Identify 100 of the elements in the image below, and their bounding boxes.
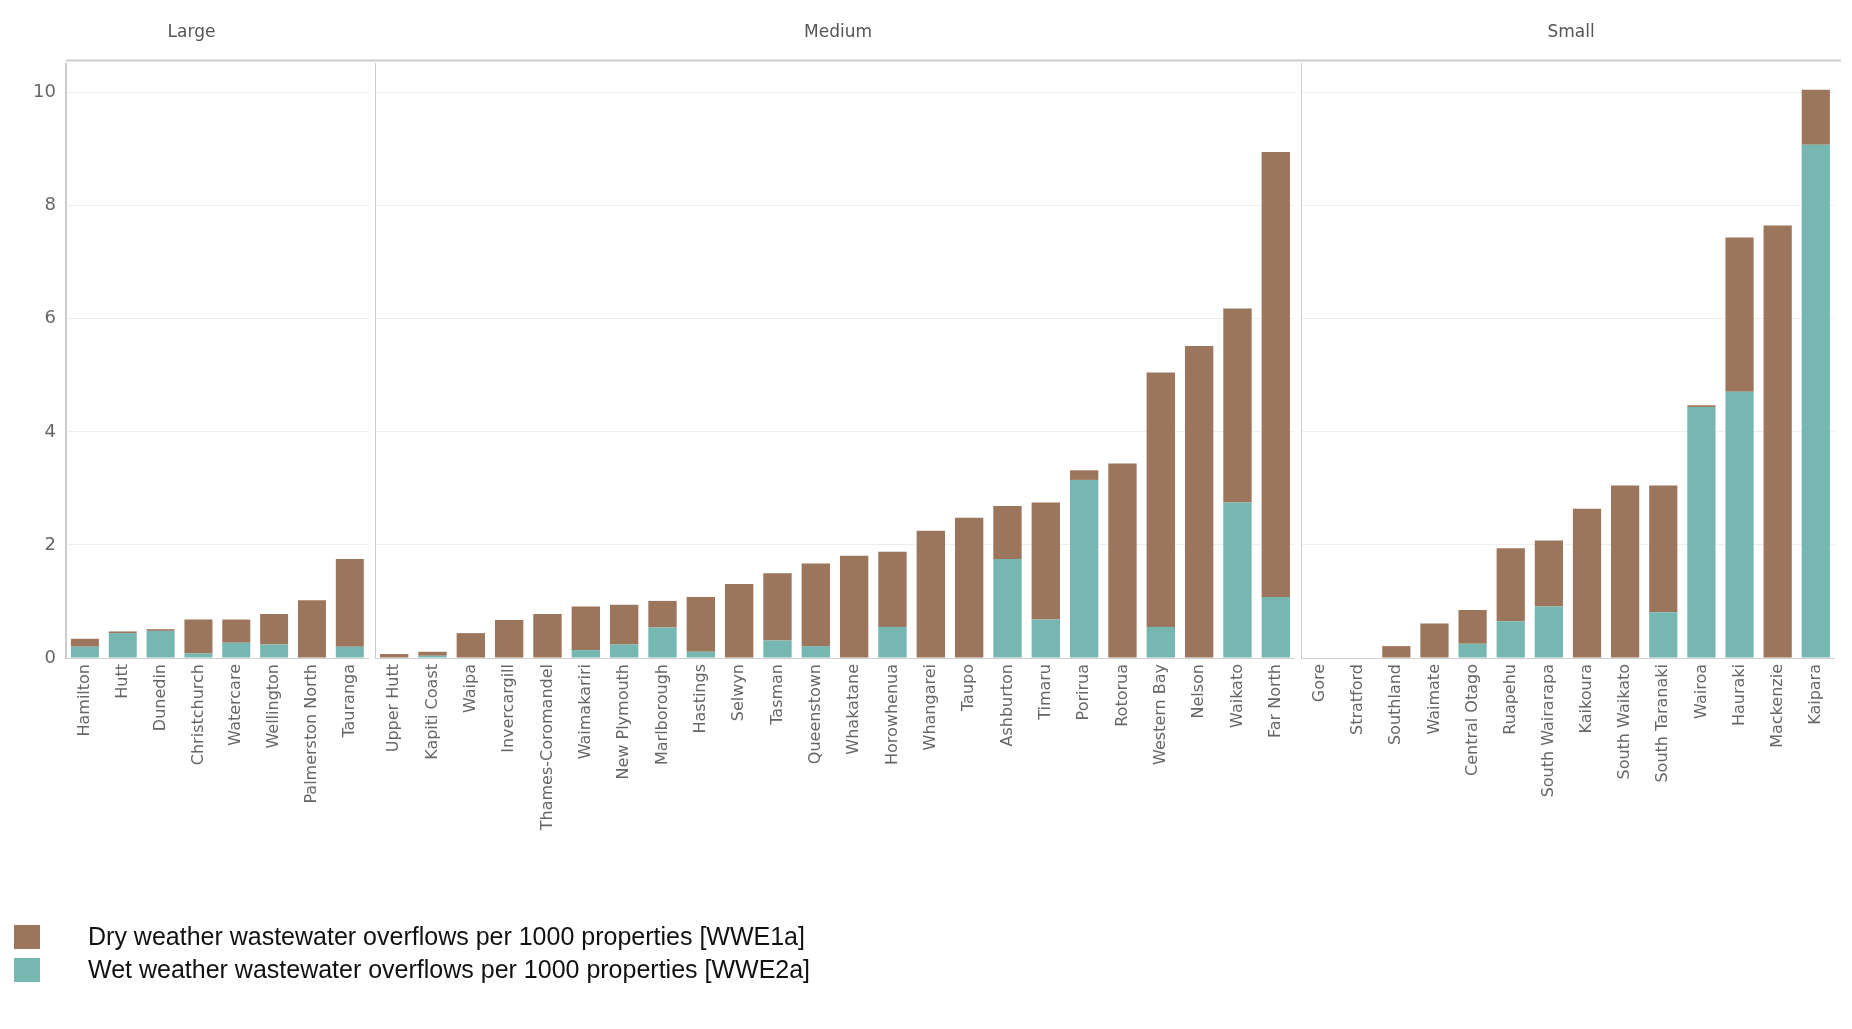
x-tick-label: Thames-Coromandel xyxy=(536,664,556,832)
x-tick-label: Whakatane xyxy=(843,664,863,755)
chart-title: Medium xyxy=(804,20,872,41)
bar xyxy=(1382,646,1411,658)
bar xyxy=(1649,485,1678,613)
x-tick-label: Stratford xyxy=(1347,664,1367,735)
x-tick-label: Christchurch xyxy=(187,664,207,766)
chart-title: Small xyxy=(1547,20,1595,41)
bar xyxy=(609,644,639,658)
bar xyxy=(1649,612,1678,658)
x-tick-label: South Taranaki xyxy=(1652,664,1672,783)
bar xyxy=(1458,643,1487,658)
bar xyxy=(686,651,715,658)
x-tick-label: Waimate xyxy=(1423,664,1443,735)
x-tick-label: Far North xyxy=(1264,664,1284,738)
x-tick-label: Timaru xyxy=(1034,664,1054,721)
bar xyxy=(609,604,639,645)
bar xyxy=(1534,540,1563,607)
bar xyxy=(1801,89,1830,145)
bar xyxy=(686,596,715,652)
x-tick-label: Waipa xyxy=(459,664,479,714)
bar xyxy=(1031,502,1060,620)
bar xyxy=(1801,144,1830,658)
bar xyxy=(1458,609,1487,644)
bar xyxy=(878,626,907,658)
bar xyxy=(1223,502,1252,658)
bar xyxy=(456,633,486,658)
bar xyxy=(379,654,409,658)
bar xyxy=(1069,470,1099,480)
bar xyxy=(1611,485,1640,658)
x-tick-label: Tasman xyxy=(766,664,786,726)
x-tick-label: Hutt xyxy=(111,664,131,699)
y-tick-label: 2 xyxy=(44,532,56,554)
bar xyxy=(1572,508,1602,658)
x-tick-label: Hauraki xyxy=(1728,664,1748,727)
bar xyxy=(1223,308,1252,503)
x-tick-label: Upper Hutt xyxy=(383,664,403,753)
y-tick-label: 8 xyxy=(44,193,56,215)
bar xyxy=(1763,225,1792,658)
legend-label: Dry weather wastewater overflows per 1000 properties [WWE1a] xyxy=(88,922,805,951)
x-tick-label: Wairoa xyxy=(1690,664,1710,719)
bar xyxy=(1261,596,1290,658)
x-tick-label: Western Bay xyxy=(1149,664,1169,765)
x-tick-label: Wellington xyxy=(263,664,283,749)
bar xyxy=(1496,548,1525,622)
bar xyxy=(1108,463,1137,658)
bar xyxy=(801,646,830,658)
bar xyxy=(533,613,562,658)
x-tick-label: South Waikato xyxy=(1614,664,1634,780)
bar xyxy=(418,651,447,656)
x-tick-label: Horowhenua xyxy=(881,664,901,765)
x-tick-label: New Plymouth xyxy=(613,664,633,780)
x-tick-label: Waimakariri xyxy=(574,664,594,760)
x-tick-label: Waikato xyxy=(1226,664,1246,728)
x-tick-label: Dunedin xyxy=(149,664,169,732)
x-tick-label: Watercare xyxy=(225,664,245,746)
x-tick-label: Kaikoura xyxy=(1576,664,1596,734)
bar xyxy=(1069,479,1099,658)
bar xyxy=(993,559,1022,658)
bar xyxy=(1146,626,1175,658)
bar xyxy=(1261,152,1290,597)
bar xyxy=(1420,623,1449,658)
x-tick-label: Ruapehu xyxy=(1499,664,1519,735)
x-tick-label: Hastings xyxy=(689,664,709,734)
bar xyxy=(993,505,1022,560)
x-tick-label: Selwyn xyxy=(728,664,748,722)
bar xyxy=(1687,406,1716,658)
x-tick-label: Central Otago xyxy=(1461,664,1481,776)
x-tick-label: Tauranga xyxy=(338,664,358,739)
bar xyxy=(1184,345,1214,658)
bar xyxy=(724,583,754,658)
x-tick-label: Kapiti Coast xyxy=(421,664,441,760)
y-tick-label: 0 xyxy=(44,645,56,667)
bar xyxy=(648,627,677,658)
bar xyxy=(916,530,945,658)
x-tick-label: South Wairarapa xyxy=(1538,664,1558,798)
x-tick-label: Mackenzie xyxy=(1766,664,1786,748)
bar xyxy=(763,640,792,658)
x-tick-label: Ashburton xyxy=(996,664,1016,747)
x-tick-label: Taupo xyxy=(958,664,978,713)
x-tick-label: Hamilton xyxy=(74,664,94,737)
x-tick-label: Gore xyxy=(1309,664,1329,703)
bar xyxy=(954,517,984,658)
chart-title: Large xyxy=(167,20,216,41)
bar xyxy=(1031,619,1060,658)
bar xyxy=(1534,606,1563,658)
x-tick-label: Southland xyxy=(1385,664,1405,746)
x-tick-label: Palmerston North xyxy=(301,664,321,804)
y-tick-label: 4 xyxy=(44,419,56,441)
x-tick-label: Nelson xyxy=(1188,664,1208,719)
x-tick-label: Marlborough xyxy=(651,664,671,766)
x-tick-label: Rotorua xyxy=(1111,664,1131,727)
x-tick-label: Porirua xyxy=(1073,664,1093,721)
bar xyxy=(763,573,792,641)
bar xyxy=(494,620,524,658)
bar xyxy=(839,555,869,658)
y-tick-label: 10 xyxy=(33,80,56,102)
bar xyxy=(1725,391,1754,658)
y-tick-label: 6 xyxy=(44,306,56,328)
bar xyxy=(878,551,907,627)
